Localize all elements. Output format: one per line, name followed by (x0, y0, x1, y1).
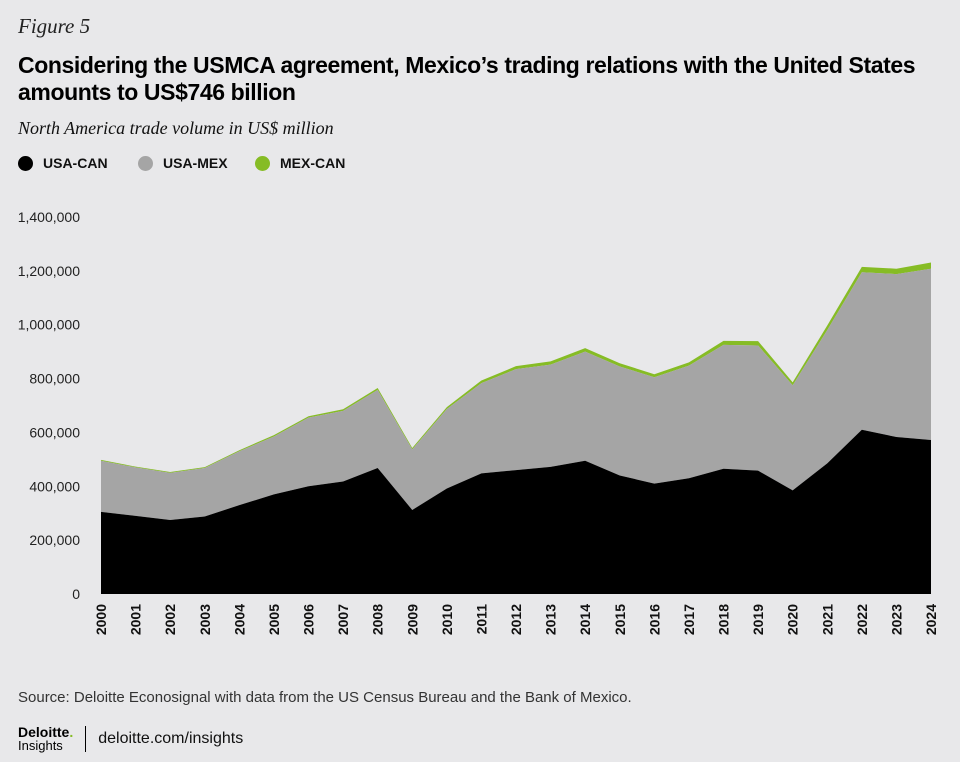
footer-divider (85, 726, 87, 752)
x-tick-label: 2022 (854, 604, 870, 635)
legend-item-usa-mex: USA-MEX (138, 155, 228, 171)
x-tick-label: 2011 (473, 604, 489, 635)
x-tick-label: 2008 (370, 604, 386, 635)
footer: Deloitte. Insights deloitte.com/insights (18, 724, 244, 753)
figure-label: Figure 5 (18, 14, 91, 38)
legend-label-usa-can: USA-CAN (43, 155, 108, 171)
x-tick-label: 2020 (785, 604, 801, 635)
x-tick-label: 2003 (197, 604, 213, 635)
deloitte-insights-logo: Deloitte. Insights (18, 724, 74, 753)
y-tick-label: 0 (72, 586, 80, 602)
x-tick-label: 2024 (923, 604, 939, 635)
legend-label-usa-mex: USA-MEX (163, 155, 228, 171)
area-chart: 0 200,000 400,000 600,000 800,000 1,000,000 1,… (18, 209, 939, 635)
chart-title: Considering the USMCA agreement, Mexico’… (18, 52, 916, 105)
logo-subtitle: Insights (18, 738, 63, 753)
legend-item-usa-can: USA-CAN (18, 155, 108, 171)
legend-swatch-usa-can (18, 155, 33, 171)
x-tick-label: 2019 (750, 604, 766, 635)
y-tick-label: 800,000 (29, 371, 80, 387)
y-tick-label: 600,000 (29, 424, 80, 440)
legend-swatch-usa-mex (138, 155, 153, 171)
y-tick-label: 1,400,000 (18, 209, 80, 225)
x-tick-label: 2006 (301, 604, 317, 635)
x-tick-label: 2014 (577, 604, 593, 635)
x-tick-label: 2013 (543, 604, 559, 635)
x-tick-label: 2007 (335, 604, 351, 635)
x-tick-label: 2005 (266, 604, 282, 635)
chart-legend: USA-CAN USA-MEX MEX-CAN (18, 155, 618, 177)
chart-subtitle: North America trade volume in US$ millio… (18, 118, 334, 138)
y-tick-label: 1,000,000 (18, 317, 80, 333)
x-tick-label: 2012 (508, 604, 524, 635)
logo-period: . (69, 724, 74, 740)
x-tick-label: 2017 (681, 604, 697, 635)
area-mex-can (101, 262, 931, 473)
legend-label-mex-can: MEX-CAN (280, 155, 346, 171)
y-tick-label: 1,200,000 (18, 263, 80, 279)
source-note: Source: Deloitte Econosignal with data f… (18, 689, 632, 706)
x-tick-label: 2023 (888, 604, 904, 635)
x-tick-label: 2021 (819, 604, 835, 635)
x-tick-label: 2018 (716, 604, 732, 635)
y-tick-label: 200,000 (29, 532, 80, 548)
x-tick-label: 2010 (439, 604, 455, 635)
x-tick-label: 2004 (231, 604, 247, 635)
x-tick-label: 2001 (128, 604, 144, 635)
legend-item-mex-can: MEX-CAN (255, 155, 345, 171)
x-tick-label: 2009 (404, 604, 420, 635)
area-usa-can (101, 429, 931, 594)
x-tick-label: 2002 (162, 604, 178, 635)
y-tick-label: 400,000 (29, 478, 80, 494)
logo-wordmark-text: Deloitte (18, 724, 70, 740)
legend-swatch-mex-can (255, 155, 270, 171)
x-tick-label: 2015 (612, 604, 628, 635)
x-tick-label: 2016 (646, 604, 662, 635)
area-usa-mex (101, 268, 931, 520)
logo-wordmark: Deloitte. (18, 724, 74, 740)
site-link[interactable]: deloitte.com/insights (98, 730, 244, 747)
x-tick-label: 2000 (93, 604, 109, 635)
